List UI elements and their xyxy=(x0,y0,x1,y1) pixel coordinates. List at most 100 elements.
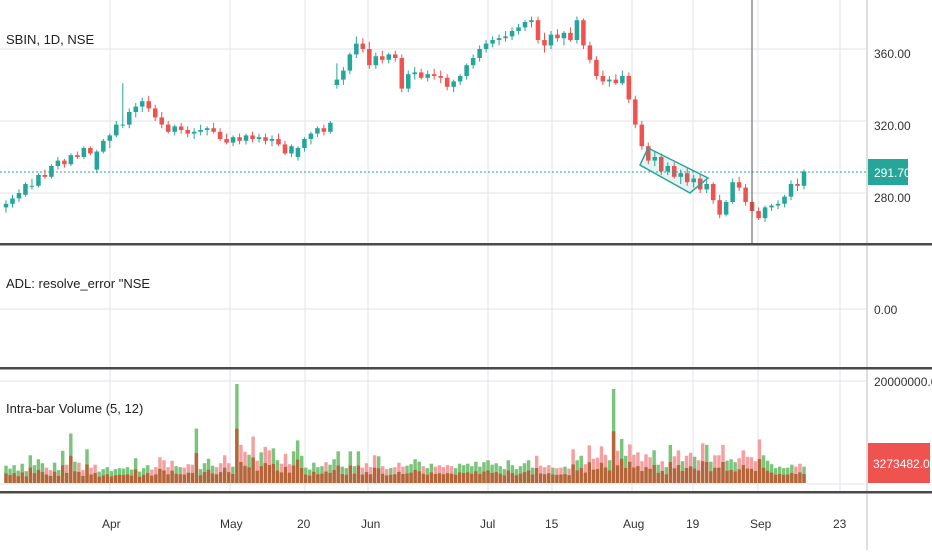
candle[interactable] xyxy=(367,41,372,69)
candle[interactable] xyxy=(535,16,541,44)
candle[interactable] xyxy=(665,162,671,175)
candle[interactable] xyxy=(308,131,314,145)
candle[interactable] xyxy=(464,63,469,80)
candle[interactable] xyxy=(613,74,619,85)
candle[interactable] xyxy=(230,135,236,147)
volume-pane-title[interactable]: Intra-bar Volume (5, 12) xyxy=(6,401,143,416)
candle[interactable] xyxy=(217,128,223,141)
candle[interactable] xyxy=(126,108,132,129)
candle[interactable] xyxy=(276,133,281,147)
candle[interactable] xyxy=(334,63,340,89)
candle[interactable] xyxy=(743,184,748,206)
candle[interactable] xyxy=(354,36,359,58)
candle[interactable] xyxy=(477,45,482,62)
candle[interactable] xyxy=(529,16,534,28)
candle[interactable] xyxy=(16,189,22,202)
candle[interactable] xyxy=(801,169,807,190)
candle[interactable] xyxy=(3,200,9,213)
channel-shape[interactable] xyxy=(639,146,710,194)
candle[interactable] xyxy=(152,104,158,121)
candle[interactable] xyxy=(62,158,67,168)
candle[interactable] xyxy=(178,122,184,134)
candle[interactable] xyxy=(42,169,48,179)
candle[interactable] xyxy=(49,164,54,179)
pane-separator[interactable] xyxy=(0,491,932,494)
candle[interactable] xyxy=(386,52,392,64)
candle[interactable] xyxy=(107,133,113,148)
candle[interactable] xyxy=(347,52,353,75)
adl-pane-title[interactable]: ADL: resolve_error "NSE xyxy=(6,276,150,291)
candle[interactable] xyxy=(762,205,768,222)
candle[interactable] xyxy=(451,79,456,93)
candle[interactable] xyxy=(775,200,781,210)
candle[interactable] xyxy=(587,41,593,64)
candle[interactable] xyxy=(620,70,625,85)
candle[interactable] xyxy=(723,200,729,217)
candle[interactable] xyxy=(769,203,774,211)
pane-separator[interactable] xyxy=(0,367,932,370)
candle[interactable] xyxy=(289,144,294,157)
candle[interactable] xyxy=(211,122,216,134)
candle[interactable] xyxy=(10,194,15,208)
candle[interactable] xyxy=(418,68,424,80)
candle[interactable] xyxy=(607,76,612,87)
candle[interactable] xyxy=(94,149,100,174)
candle[interactable] xyxy=(146,95,152,112)
candle[interactable] xyxy=(81,146,87,159)
candle[interactable] xyxy=(756,207,761,220)
candle[interactable] xyxy=(710,182,716,204)
last-price-badge[interactable]: 291.70 xyxy=(868,159,911,185)
candle[interactable] xyxy=(736,176,742,192)
candle[interactable] xyxy=(399,54,405,93)
candle[interactable] xyxy=(483,40,489,53)
candle[interactable] xyxy=(191,128,197,139)
candle[interactable] xyxy=(568,27,573,42)
candle[interactable] xyxy=(516,23,521,35)
candle[interactable] xyxy=(704,180,709,193)
candle[interactable] xyxy=(295,146,301,161)
candle[interactable] xyxy=(412,67,418,80)
candle[interactable] xyxy=(522,20,528,31)
candle[interactable] xyxy=(114,121,119,138)
candle[interactable] xyxy=(172,124,177,136)
candle[interactable] xyxy=(133,103,139,118)
candle[interactable] xyxy=(204,126,210,136)
candle[interactable] xyxy=(788,180,794,201)
candle[interactable] xyxy=(341,67,346,85)
candle[interactable] xyxy=(302,137,307,152)
candle[interactable] xyxy=(23,182,28,197)
candle[interactable] xyxy=(360,38,366,53)
candle[interactable] xyxy=(75,151,80,159)
candle[interactable] xyxy=(120,83,126,129)
candle[interactable] xyxy=(68,153,74,166)
candle[interactable] xyxy=(315,126,320,138)
candle[interactable] xyxy=(496,34,502,46)
candle[interactable] xyxy=(380,50,385,64)
candle[interactable] xyxy=(470,54,476,69)
pane-separator[interactable] xyxy=(0,243,932,246)
candle[interactable] xyxy=(101,139,106,154)
volume-value-badge[interactable]: 3273482.00 xyxy=(868,443,932,483)
candle[interactable] xyxy=(88,146,93,156)
candle[interactable] xyxy=(185,126,190,138)
candle[interactable] xyxy=(548,31,554,49)
candle[interactable] xyxy=(392,50,398,62)
candle[interactable] xyxy=(555,29,560,42)
candle[interactable] xyxy=(542,32,547,53)
candle[interactable] xyxy=(490,36,495,48)
candle[interactable] xyxy=(581,18,586,49)
candle[interactable] xyxy=(425,70,430,82)
candle[interactable] xyxy=(237,133,242,145)
time-axis[interactable]: Apr May 20 Jun Jul 15 Aug 19 Sep 23 xyxy=(102,517,847,531)
candle[interactable] xyxy=(328,121,333,134)
candle[interactable] xyxy=(574,16,580,44)
candle[interactable] xyxy=(263,133,268,145)
channel-drawing[interactable] xyxy=(639,146,710,194)
candle[interactable] xyxy=(159,112,164,129)
candle[interactable] xyxy=(198,124,203,136)
candle[interactable] xyxy=(321,124,327,136)
candle[interactable] xyxy=(250,131,255,143)
candle[interactable] xyxy=(561,31,567,46)
candle[interactable] xyxy=(652,151,658,166)
